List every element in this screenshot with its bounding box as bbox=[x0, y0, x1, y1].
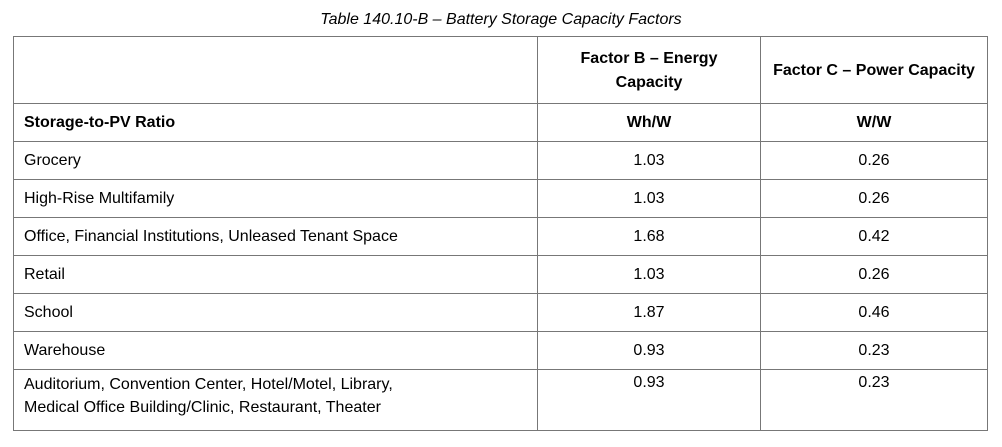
header-row-units: Storage-to-PV Ratio Wh/W W/W bbox=[13, 103, 988, 142]
row-factor-b: 1.03 bbox=[537, 255, 761, 294]
table-row: Retail 1.03 0.26 bbox=[13, 255, 988, 294]
row-name: Grocery bbox=[13, 141, 538, 180]
header-factor-c: Factor C – Power Capacity bbox=[760, 36, 988, 104]
table-row: School 1.87 0.46 bbox=[13, 293, 988, 332]
row-factor-c: 0.46 bbox=[760, 293, 988, 332]
row-name-line-2: Medical Office Building/Clinic, Restaura… bbox=[24, 399, 381, 416]
row-factor-c: 0.23 bbox=[760, 369, 988, 431]
table-caption: Table 140.10-B – Battery Storage Capacit… bbox=[320, 11, 682, 28]
row-factor-b: 1.03 bbox=[537, 179, 761, 218]
table-row: Office, Financial Institutions, Unleased… bbox=[13, 217, 988, 256]
row-name-line-1: Auditorium, Convention Center, Hotel/Mot… bbox=[24, 376, 393, 393]
header-unit-c: W/W bbox=[760, 103, 988, 142]
row-name: Office, Financial Institutions, Unleased… bbox=[13, 217, 538, 256]
row-name: Retail bbox=[13, 255, 538, 294]
header-row-factors: Factor B – Energy Capacity Factor C – Po… bbox=[13, 36, 988, 104]
row-factor-c: 0.26 bbox=[760, 255, 988, 294]
row-factor-c: 0.26 bbox=[760, 179, 988, 218]
row-factor-b: 1.68 bbox=[537, 217, 761, 256]
row-factor-b: 1.87 bbox=[537, 293, 761, 332]
row-factor-c: 0.26 bbox=[760, 141, 988, 180]
row-name: Auditorium, Convention Center, Hotel/Mot… bbox=[13, 369, 538, 431]
header-unit-b: Wh/W bbox=[537, 103, 761, 142]
table-row: Warehouse 0.93 0.23 bbox=[13, 331, 988, 370]
header-row-label: Storage-to-PV Ratio bbox=[13, 103, 538, 142]
header-factor-b: Factor B – Energy Capacity bbox=[537, 36, 761, 104]
row-name: Warehouse bbox=[13, 331, 538, 370]
row-factor-b: 0.93 bbox=[537, 331, 761, 370]
row-name: High-Rise Multifamily bbox=[13, 179, 538, 218]
table-row: Auditorium, Convention Center, Hotel/Mot… bbox=[13, 369, 988, 431]
row-factor-b: 0.93 bbox=[537, 369, 761, 431]
row-factor-c: 0.42 bbox=[760, 217, 988, 256]
battery-storage-table: Factor B – Energy Capacity Factor C – Po… bbox=[13, 36, 988, 431]
table-row: Grocery 1.03 0.26 bbox=[13, 141, 988, 180]
table-row: High-Rise Multifamily 1.03 0.26 bbox=[13, 179, 988, 218]
row-name: School bbox=[13, 293, 538, 332]
header-empty-cell bbox=[13, 36, 538, 104]
row-factor-c: 0.23 bbox=[760, 331, 988, 370]
row-factor-b: 1.03 bbox=[537, 141, 761, 180]
